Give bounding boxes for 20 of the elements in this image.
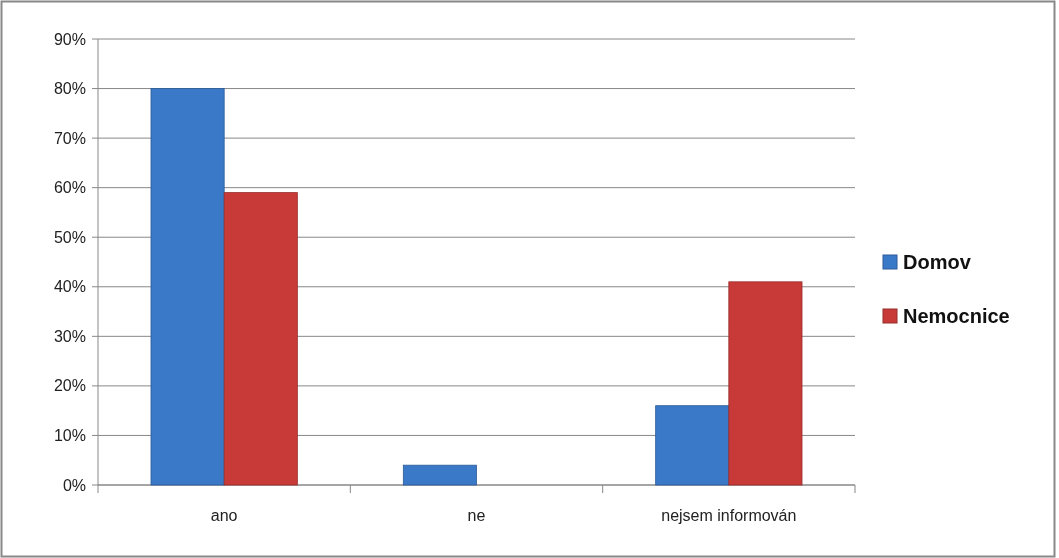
y-tick-label: 80% (53, 80, 86, 98)
y-tick-label: 10% (53, 427, 86, 445)
bar (402, 464, 477, 486)
bar (655, 405, 730, 486)
y-tick-label: 90% (53, 30, 86, 48)
y-tick-label: 40% (53, 278, 86, 296)
y-tick-label: 0% (62, 476, 86, 494)
y-tick-label: 20% (53, 377, 86, 395)
y-tick-label: 60% (53, 179, 86, 197)
y-tick-label: 50% (53, 228, 86, 246)
x-tick-label: ne (467, 507, 486, 524)
bar (223, 192, 298, 486)
x-tick-label: ano (210, 507, 238, 524)
x-tick-label: nejsem informován (661, 507, 797, 524)
y-tick-label: 30% (53, 327, 86, 345)
y-tick-label: 70% (53, 129, 86, 147)
bar (728, 281, 803, 486)
bar (150, 88, 225, 486)
legend-label: Domov (903, 251, 972, 273)
legend-label: Nemocnice (903, 305, 1010, 327)
